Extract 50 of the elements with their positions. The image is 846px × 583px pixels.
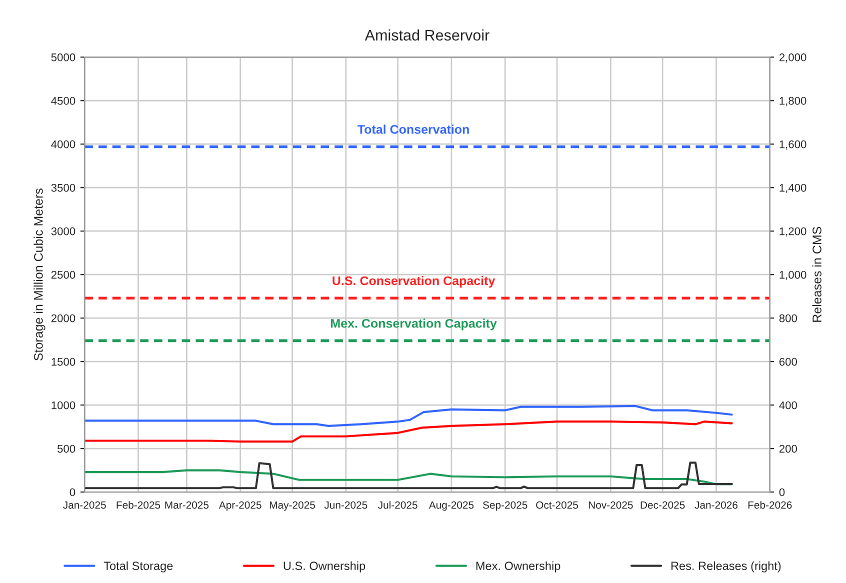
- ref-line-label: U.S. Conservation Capacity: [332, 276, 496, 288]
- line-series: [84, 462, 733, 490]
- chart-title: Amistad Reservoir: [364, 29, 490, 41]
- y2-tick-label: 600: [779, 358, 797, 366]
- y-tick-label: 3500: [51, 184, 76, 192]
- y2-tick-label: 800: [779, 314, 797, 322]
- y-tick-label: 1000: [52, 401, 76, 410]
- x-tick-label: Jan-2026: [694, 501, 738, 509]
- y-tick-label: 4000: [51, 140, 76, 148]
- y-tick-label: 2000: [51, 314, 76, 322]
- y2-tick-label: 1,800: [780, 96, 806, 106]
- y2-tick-label: 400: [779, 401, 797, 410]
- line-series: [84, 420, 733, 443]
- ref-line-label: Mex. Conservation Capacity: [331, 318, 497, 330]
- x-tick-label: Jan-2025: [63, 501, 106, 509]
- y-tick-label: 5000: [51, 53, 76, 62]
- y2-tick-label: 1,400: [780, 184, 806, 194]
- y-tick-label: 500: [57, 444, 76, 453]
- x-tick-label: Aug-2025: [428, 501, 474, 511]
- y2-tick-label: 0: [779, 488, 785, 496]
- x-tick-label: Dec-2025: [640, 501, 685, 509]
- y-tick-label: 1500: [52, 358, 76, 366]
- legend-label: Mex. Ownership: [476, 561, 560, 572]
- y-tick-label: 4500: [51, 96, 76, 105]
- line-series: [84, 404, 733, 427]
- y2-tick-label: 200: [779, 444, 797, 453]
- x-tick-label: Feb-2026: [748, 501, 792, 509]
- y2-tick-label: 1,600: [780, 140, 806, 150]
- legend-label: U.S. Ownership: [284, 561, 366, 572]
- legend-label: Res. Releases (right): [671, 561, 781, 572]
- x-tick-label: Sep-2025: [482, 501, 528, 511]
- y2-tick-label: 2,000: [779, 53, 806, 63]
- y-tick-label: 0: [70, 488, 76, 496]
- legend-label: Total Storage: [104, 561, 173, 572]
- line-series: [84, 469, 733, 486]
- y2-tick-label: 1,200: [780, 227, 806, 237]
- x-tick-label: Nov-2025: [588, 501, 633, 509]
- x-tick-label: Apr-2025: [218, 501, 262, 511]
- x-tick-label: Oct-2025: [536, 501, 578, 509]
- y-tick-label: 3000: [51, 227, 76, 236]
- x-tick-label: Feb-2025: [116, 501, 160, 509]
- x-tick-label: Mar-2025: [165, 501, 209, 509]
- y-axis-title: Storage in Million Cubic Meters: [34, 188, 46, 361]
- y2-axis-title: Releases in CMS: [812, 226, 822, 322]
- y-tick-label: 2500: [51, 270, 76, 279]
- y2-tick-label: 1,000: [780, 270, 806, 280]
- x-tick-label: Jul-2025: [378, 501, 418, 509]
- x-tick-label: Jun-2025: [324, 501, 368, 509]
- ref-line-label: Total Conservation: [358, 124, 469, 134]
- x-tick-label: May-2025: [270, 501, 315, 511]
